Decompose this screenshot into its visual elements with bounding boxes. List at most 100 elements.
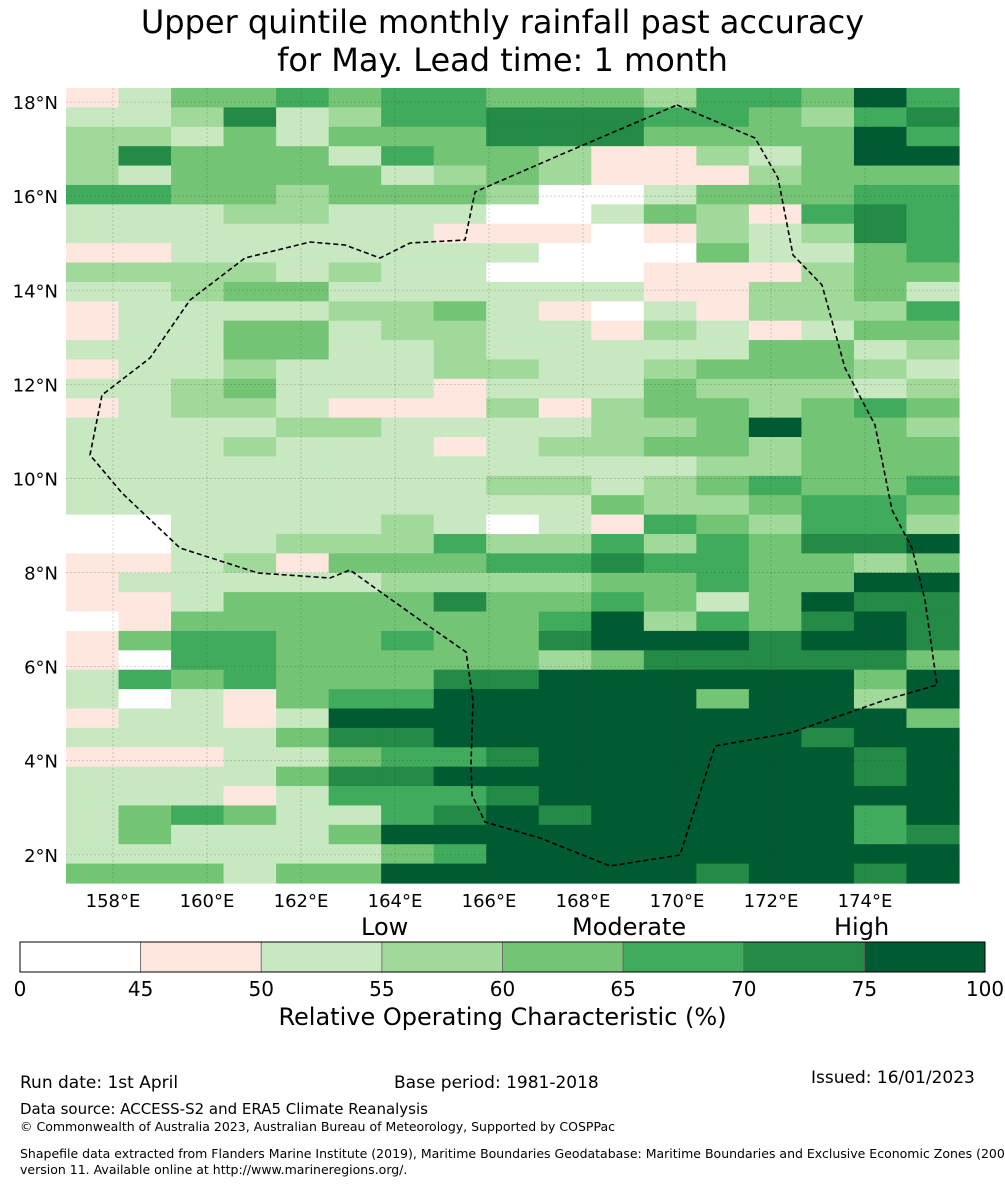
grid-cell <box>328 572 382 593</box>
grid-cell <box>171 88 225 108</box>
grid-cell <box>801 437 855 458</box>
grid-cell <box>801 340 855 361</box>
grid-cell <box>433 126 487 147</box>
grid-cell <box>748 359 803 380</box>
grid-cell <box>591 398 645 419</box>
grid-cell <box>486 262 540 283</box>
grid-cell <box>486 630 540 651</box>
grid-cell <box>171 514 225 535</box>
grid-cell <box>381 417 435 438</box>
grid-cell <box>118 611 172 632</box>
grid-cell <box>276 592 330 613</box>
grid-cell <box>801 844 855 865</box>
grid-cell <box>328 437 382 458</box>
grid-cell <box>591 805 645 826</box>
grid-cell <box>171 398 225 419</box>
grid-cell <box>643 398 697 419</box>
grid-cell <box>486 359 540 380</box>
grid-cell <box>171 669 225 690</box>
grid-cell <box>748 475 803 496</box>
grid-cell <box>276 184 330 205</box>
latitude-label: 2°N <box>24 846 58 867</box>
grid-cell <box>696 669 750 690</box>
grid-cell <box>328 184 382 205</box>
grid-cell <box>118 456 172 477</box>
grid-cell <box>906 107 960 128</box>
grid-cell <box>643 766 697 787</box>
grid-cell <box>801 204 855 225</box>
grid-cell <box>171 805 225 826</box>
grid-cell <box>643 689 697 710</box>
grid-cell <box>328 378 382 399</box>
grid-cell <box>328 786 382 807</box>
grid-cell <box>276 708 330 729</box>
grid-cell <box>906 533 960 554</box>
grid-cell <box>328 301 382 322</box>
grid-cell <box>696 863 750 884</box>
grid-cell <box>696 320 750 341</box>
grid-cell <box>643 262 697 283</box>
grid-cell <box>643 223 697 244</box>
shapefile-credit-line-1: Shapefile data extracted from Flanders M… <box>20 1146 1005 1161</box>
grid-cell <box>696 747 750 768</box>
grid-cell <box>538 301 592 322</box>
grid-cell <box>591 417 645 438</box>
grid-cell <box>696 611 750 632</box>
grid-cell <box>433 475 487 496</box>
grid-cell <box>853 437 908 458</box>
grid-cell <box>118 805 172 826</box>
grid-cell <box>223 320 277 341</box>
grid-cell <box>328 630 382 651</box>
colorbar-tick-label: 60 <box>490 977 515 1001</box>
grid-cell <box>223 786 277 807</box>
grid-cell <box>486 126 540 147</box>
longitude-label: 170°E <box>650 891 705 912</box>
grid-cell <box>538 165 592 186</box>
grid-cell <box>853 553 908 574</box>
grid-cell <box>853 844 908 865</box>
grid-cell <box>906 88 960 108</box>
grid-cell <box>906 495 960 516</box>
latitude-label: 18°N <box>13 93 58 114</box>
grid-cell <box>748 281 803 302</box>
grid-cell <box>66 844 120 865</box>
grid-cell <box>643 708 697 729</box>
grid-cell <box>538 398 592 419</box>
grid-cell <box>328 863 382 884</box>
grid-cell <box>328 262 382 283</box>
grid-cell <box>591 223 645 244</box>
grid-cell <box>381 107 435 128</box>
grid-cell <box>801 107 855 128</box>
grid-cell <box>538 689 592 710</box>
grid-cell <box>328 669 382 690</box>
grid-cell <box>486 689 540 710</box>
grid-cell <box>748 320 803 341</box>
grid-cell <box>276 398 330 419</box>
grid-cell <box>223 611 277 632</box>
grid-cell <box>538 766 592 787</box>
grid-cell <box>486 495 540 516</box>
colorbar-swatch <box>502 941 624 973</box>
grid-cell <box>223 165 277 186</box>
grid-cell <box>118 320 172 341</box>
grid-cell <box>538 650 592 671</box>
grid-cell <box>486 378 540 399</box>
grid-cell <box>643 475 697 496</box>
grid-cell <box>118 281 172 302</box>
grid-cell <box>276 669 330 690</box>
grid-cell <box>853 417 908 438</box>
grid-cell <box>276 320 330 341</box>
grid-cell <box>538 630 592 651</box>
grid-cell <box>538 824 592 845</box>
grid-cell <box>538 708 592 729</box>
grid-cell <box>171 262 225 283</box>
grid-cell <box>381 146 435 167</box>
grid-cell <box>538 243 592 264</box>
grid-cell <box>223 824 277 845</box>
grid-cell <box>748 630 803 651</box>
grid-cell <box>118 844 172 865</box>
grid-cell <box>696 786 750 807</box>
grid-cell <box>276 786 330 807</box>
grid-cell <box>906 165 960 186</box>
grid-cell <box>801 495 855 516</box>
